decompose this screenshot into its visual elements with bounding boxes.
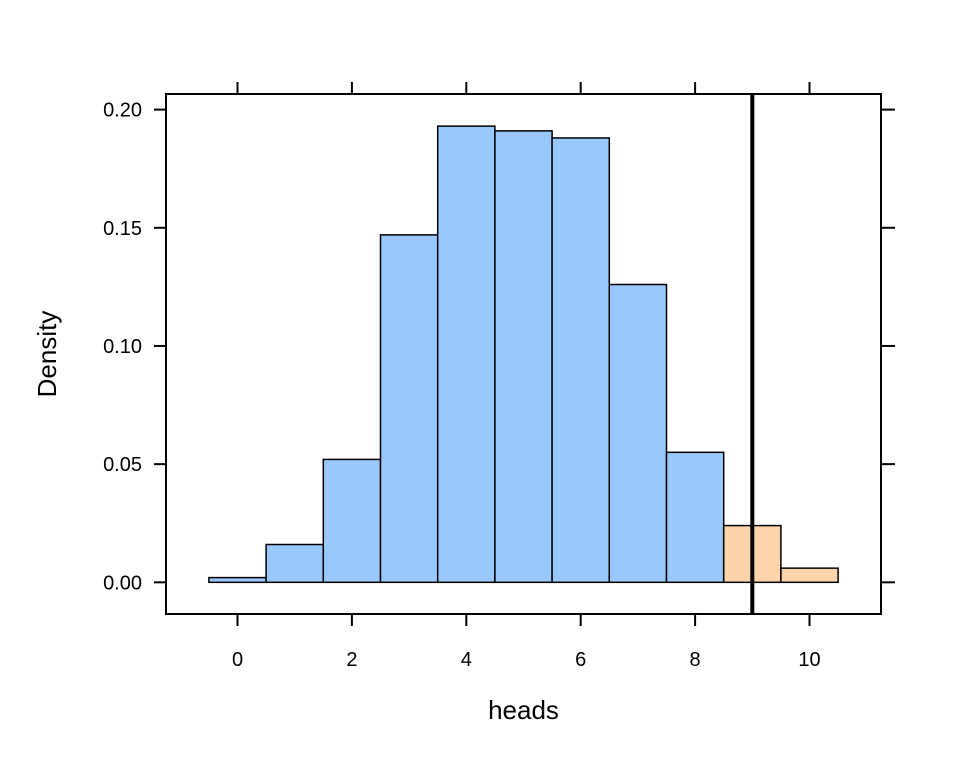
bar-3	[379, 234, 439, 584]
y-tick-label-1: 0.05	[103, 454, 142, 476]
x-tick-label-0: 0	[232, 649, 243, 671]
bar-7	[608, 283, 668, 584]
x-tick-label-2: 2	[346, 649, 357, 671]
plot-panel-border	[165, 93, 882, 615]
bar-6	[551, 137, 611, 584]
bar-0	[208, 576, 267, 584]
x-tick-label-10: 10	[798, 649, 820, 671]
x-tick-label-4: 4	[461, 649, 472, 671]
y-tick-label-2: 0.10	[103, 336, 142, 358]
bars-group	[208, 125, 839, 584]
y-axis: 0.00 0.05 0.10 0.15 0.20	[103, 100, 895, 594]
x-tick-label-8: 8	[690, 649, 701, 671]
bar-1	[265, 543, 325, 584]
y-axis-title: Density	[32, 311, 62, 398]
bar-10	[780, 567, 839, 584]
bar-4	[436, 125, 496, 584]
bar-8	[665, 451, 725, 584]
bar-2	[322, 458, 382, 584]
x-axis: 0 2 4 6 8 10	[232, 82, 821, 671]
y-tick-label-4: 0.20	[103, 100, 142, 122]
x-tick-label-6: 6	[575, 649, 586, 671]
y-tick-label-3: 0.15	[103, 218, 142, 240]
y-tick-label-0: 0.00	[103, 572, 142, 594]
bar-5	[494, 130, 553, 584]
x-axis-title: heads	[488, 695, 559, 725]
